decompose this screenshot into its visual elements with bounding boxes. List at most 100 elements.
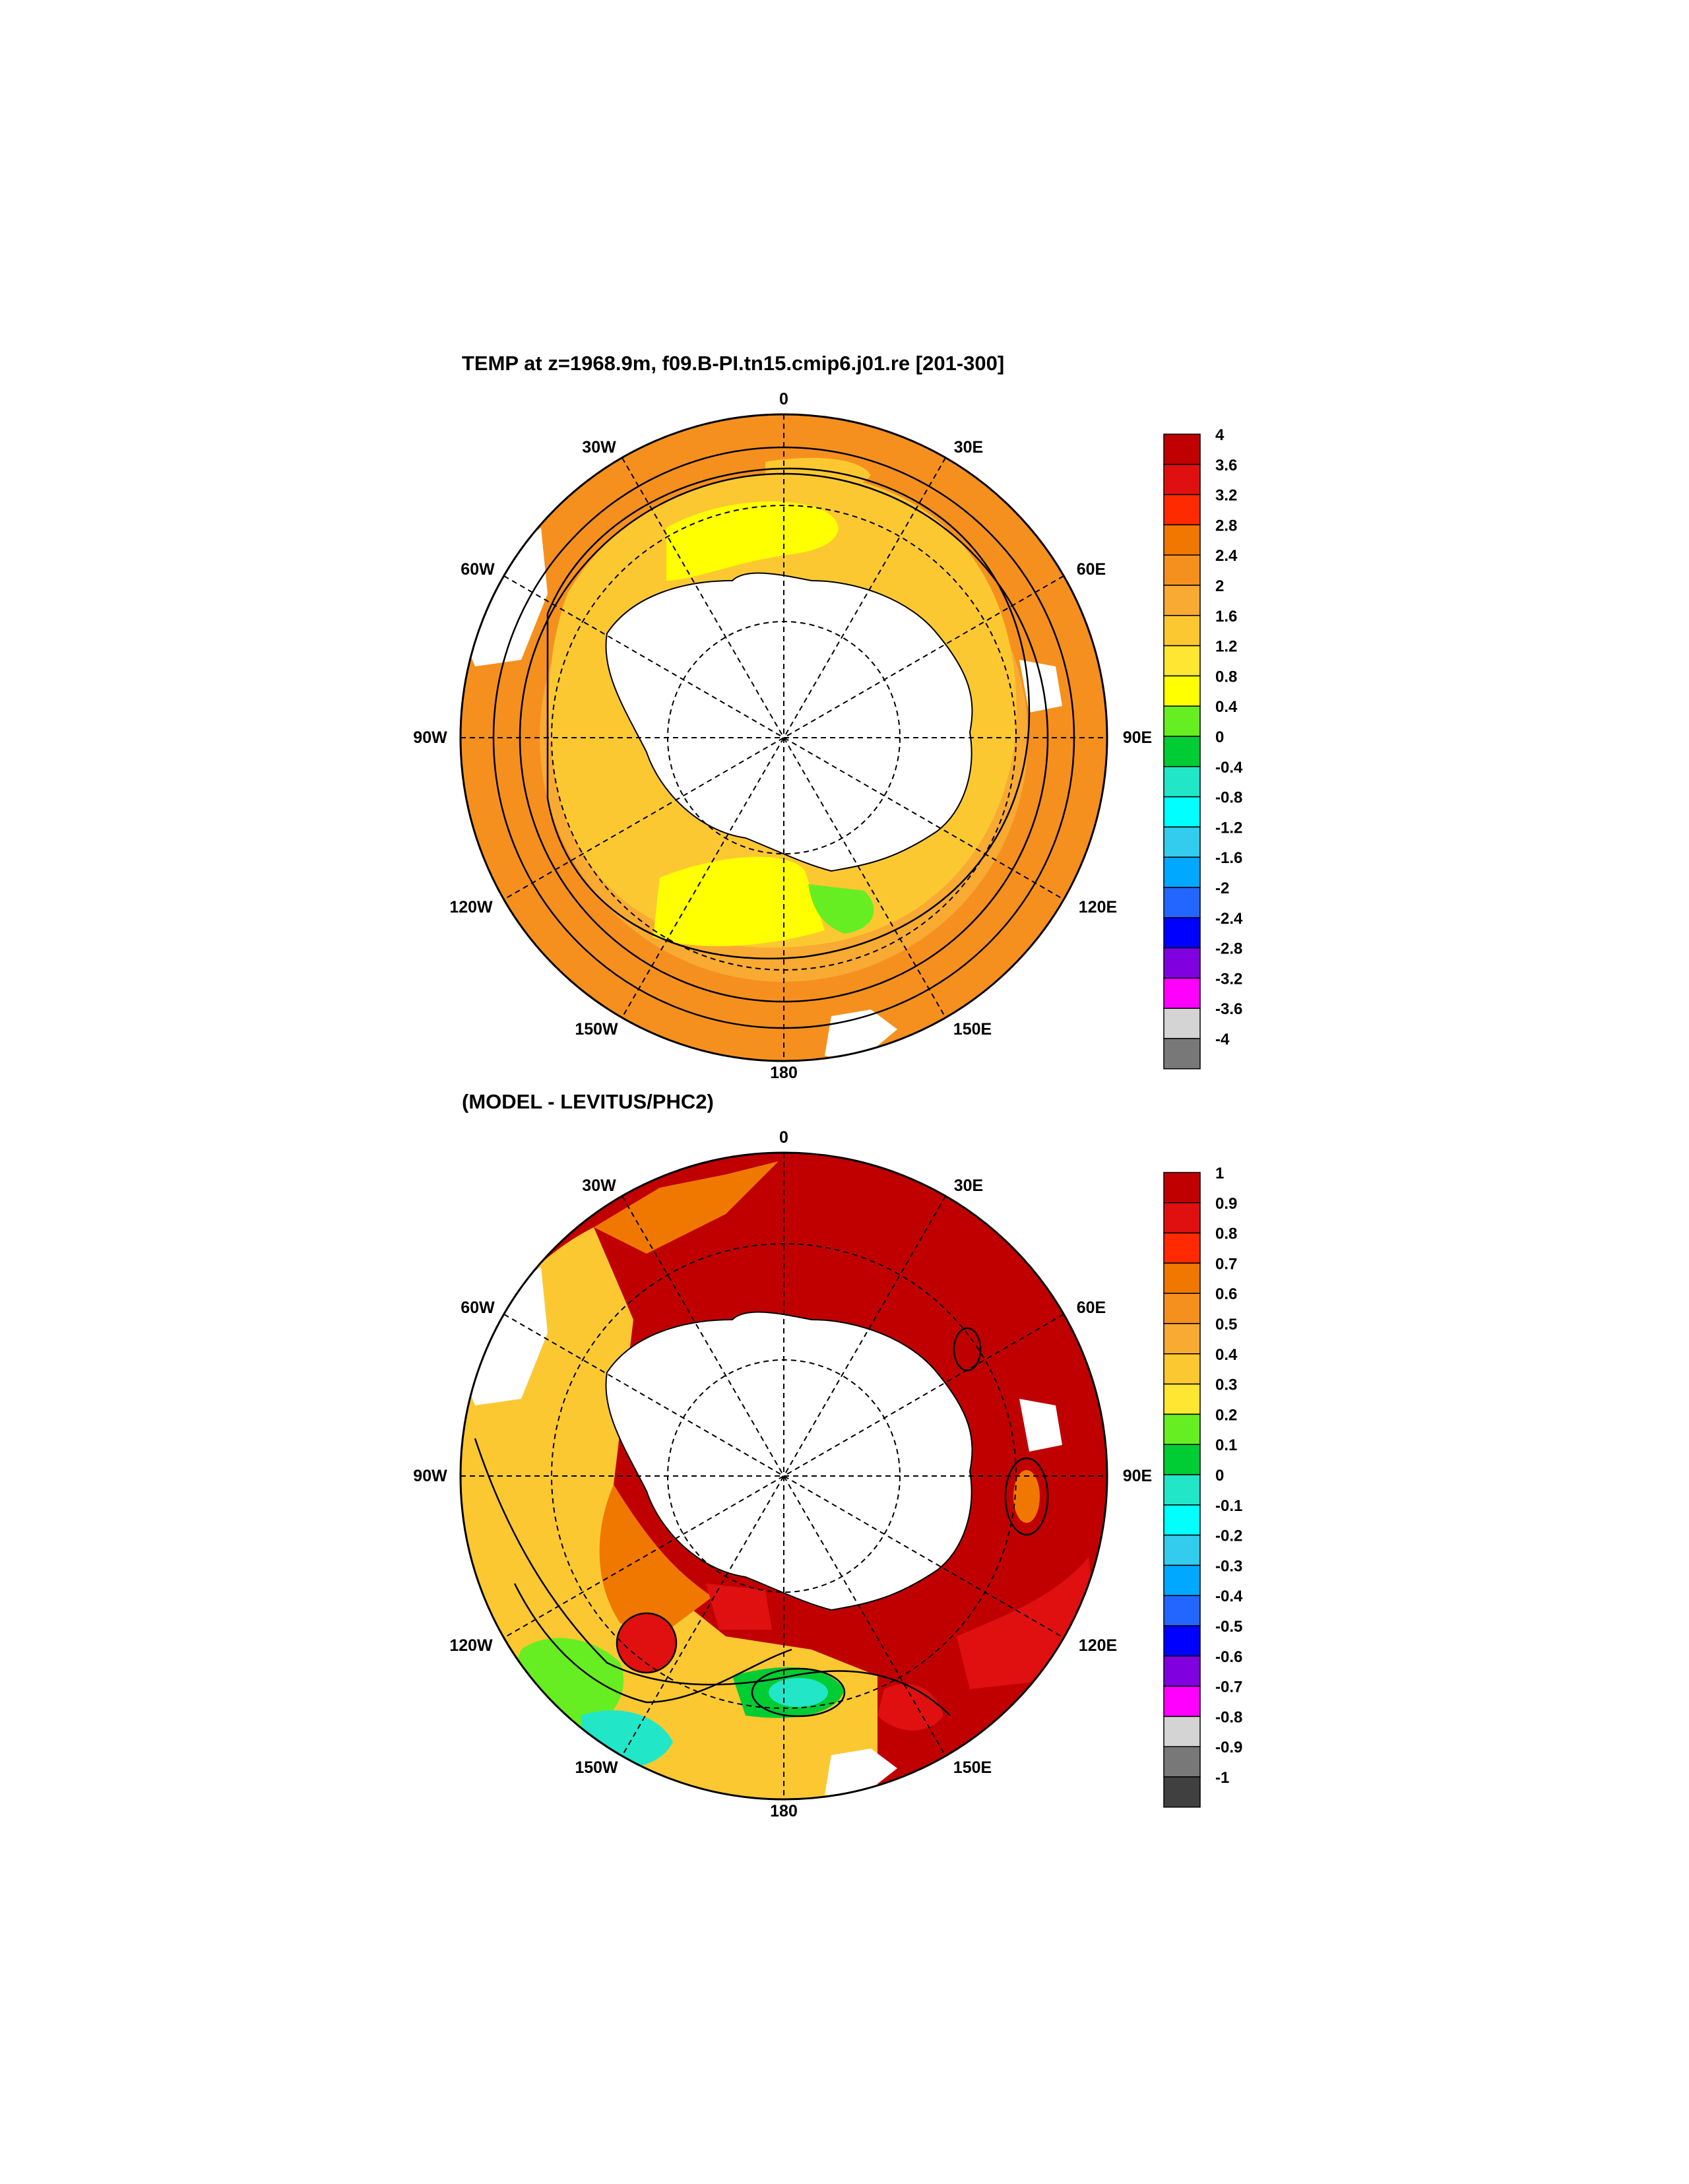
bottom-colorbar-swatch	[1163, 1444, 1201, 1475]
bottom-colorbar-swatch	[1163, 1504, 1201, 1536]
bottom-lon-label-60e: 60E	[1077, 1299, 1106, 1317]
top-colorbar-swatch	[1163, 766, 1201, 798]
top-lon-label-150w: 150W	[575, 1020, 618, 1039]
bottom-colorbar-tick-label: 0.5	[1215, 1316, 1237, 1333]
bottom-kerguelen-gap	[1019, 1399, 1062, 1452]
top-antarctica	[605, 572, 973, 872]
top-colorbar-tick-label: 3.6	[1215, 457, 1237, 474]
bottom-nz-gap	[825, 1749, 897, 1799]
bottom-colorbar-swatch	[1163, 1232, 1201, 1264]
bottom-lon-label-120e: 120E	[1079, 1636, 1117, 1655]
top-colorbar-swatch	[1163, 554, 1201, 586]
bottom-colorbar: 1 0.9 0.8 0.7 0.6 0.5 0.4 0.3 0.2 0.1 0 -0.1 -0.2 -0.…	[1163, 1165, 1243, 1808]
top-colorbar-tick-label: 0.4	[1215, 698, 1238, 716]
top-colorbar-swatch	[1163, 736, 1201, 767]
top-colorbar-tick-label: -4	[1215, 1031, 1230, 1048]
bottom-lon-label-30w: 30W	[582, 1176, 616, 1195]
bottom-colorbar-tick-label: -0.9	[1215, 1739, 1242, 1756]
bottom-colorbar-tick-label: -0.4	[1215, 1588, 1243, 1605]
bottom-colorbar-tick-label: 0.8	[1215, 1225, 1237, 1243]
bottom-colorbar-swatch	[1163, 1383, 1201, 1415]
bottom-south-america	[462, 1267, 548, 1405]
bottom-colorbar-swatch	[1163, 1716, 1201, 1747]
bottom-colorbar-swatch	[1163, 1262, 1201, 1294]
bottom-colorbar-tick-label: 0.1	[1215, 1436, 1237, 1454]
top-colorbar-swatch	[1163, 434, 1201, 465]
bottom-colorbar-tick-label: 0.6	[1215, 1285, 1237, 1303]
top-colorbar-swatch	[1163, 494, 1201, 526]
bottom-colorbar-tick-label: -0.7	[1215, 1679, 1242, 1696]
top-colorbar-swatch	[1163, 585, 1201, 616]
bottom-field-orange-ross	[599, 1485, 713, 1636]
top-colorbar-swatch	[1163, 1038, 1201, 1070]
bottom-map	[461, 1153, 1107, 1799]
bottom-colorbar-tick-label: 0.4	[1215, 1346, 1238, 1364]
top-colorbar-tick-label: -0.8	[1215, 789, 1242, 807]
top-colorbar-swatch	[1163, 856, 1201, 888]
top-colorbar-tick-label: -2	[1215, 880, 1229, 897]
top-colorbar-tick-label: 2	[1215, 577, 1224, 595]
top-lon-label-90e: 90E	[1123, 728, 1152, 747]
bottom-colorbar-swatch	[1163, 1172, 1201, 1204]
top-colorbar-swatch	[1163, 917, 1201, 949]
bottom-colorbar-swatch	[1163, 1625, 1201, 1657]
top-lon-label-60w: 60W	[461, 560, 495, 579]
top-colorbar-tick-label: 1.2	[1215, 638, 1237, 656]
bottom-colorbar-swatch	[1163, 1293, 1201, 1324]
top-colorbar: 4 3.6 3.2 2.8 2.4 2 1.6 1.2 0.8 0.4 0 -0.4 -0.8 -1.2 -…	[1163, 426, 1243, 1070]
bottom-lon-label-120w: 120W	[449, 1636, 493, 1655]
top-field-yellow-atlantic	[666, 501, 839, 581]
top-lon-label-120e: 120E	[1079, 898, 1117, 916]
top-colorbar-swatch	[1163, 464, 1201, 496]
bottom-colorbar-swatch	[1163, 1595, 1201, 1626]
top-colorbar-tick-label: -3.6	[1215, 1000, 1242, 1018]
top-field-green-patch	[808, 884, 874, 934]
bottom-colorbar-swatch	[1163, 1202, 1201, 1234]
top-south-america	[462, 528, 548, 666]
top-colorbar-tick-label: 2.4	[1215, 547, 1238, 565]
bottom-colorbar-swatch	[1163, 1564, 1201, 1596]
top-lon-label-90w: 90W	[413, 728, 447, 747]
top-colorbar-swatch	[1163, 524, 1201, 556]
top-kerguelen-gap	[1019, 660, 1062, 713]
bottom-colorbar-swatch	[1163, 1746, 1201, 1778]
bottom-colorbar-tick-label: 0.3	[1215, 1376, 1237, 1394]
top-colorbar-tick-label: -3.2	[1215, 970, 1242, 988]
top-panel: TEMP at z=1968.9m, f09.B-PI.tn15.cmip6.j…	[413, 352, 1243, 1082]
top-map-border	[459, 413, 1108, 1062]
bottom-colorbar-swatch	[1163, 1776, 1201, 1808]
top-lon-label-120w: 120W	[449, 898, 493, 916]
bottom-colorbar-swatch	[1163, 1685, 1201, 1718]
top-colorbar-swatch	[1163, 675, 1201, 707]
bottom-lon-label-90w: 90W	[413, 1467, 447, 1485]
bottom-colorbar-tick-label: 0.9	[1215, 1195, 1237, 1213]
top-lon-label-180: 180	[770, 1064, 798, 1082]
top-colorbar-tick-label: -2.4	[1215, 910, 1243, 928]
top-colorbar-swatch	[1163, 1008, 1201, 1039]
top-colorbar-swatch	[1163, 796, 1201, 828]
bottom-field-cyan-patch-2	[769, 1678, 828, 1707]
bottom-panel-title: (MODEL - LEVITUS/PHC2)	[462, 1090, 714, 1113]
bottom-colorbar-tick-label: -0.6	[1215, 1648, 1242, 1666]
bottom-lon-label-180: 180	[770, 1802, 798, 1820]
top-graticule	[461, 414, 1107, 1061]
bottom-lon-label-0: 0	[779, 1128, 788, 1147]
top-map	[461, 414, 1107, 1061]
bottom-colorbar-tick-label: -0.2	[1215, 1527, 1242, 1545]
top-colorbar-swatch	[1163, 887, 1201, 918]
top-panel-title: TEMP at z=1968.9m, f09.B-PI.tn15.cmip6.j…	[462, 352, 1004, 375]
top-colorbar-tick-label: 1.6	[1215, 608, 1237, 626]
bottom-colorbar-tick-label: -0.1	[1215, 1497, 1242, 1515]
bottom-colorbar-tick-label: -0.8	[1215, 1708, 1242, 1726]
bottom-graticule	[461, 1153, 1107, 1799]
top-colorbar-swatch	[1163, 705, 1201, 737]
top-colorbar-tick-label: 2.8	[1215, 517, 1237, 534]
top-colorbar-swatch	[1163, 615, 1201, 647]
bottom-colorbar-tick-label: 0	[1215, 1467, 1224, 1485]
top-colorbar-tick-label: 0	[1215, 728, 1224, 746]
bottom-colorbar-swatch	[1163, 1413, 1201, 1445]
bottom-colorbar-tick-label: 0.2	[1215, 1406, 1237, 1424]
top-colorbar-tick-label: -2.8	[1215, 940, 1242, 958]
bottom-panel: (MODEL - LEVITUS/PHC2)	[413, 1090, 1243, 1820]
